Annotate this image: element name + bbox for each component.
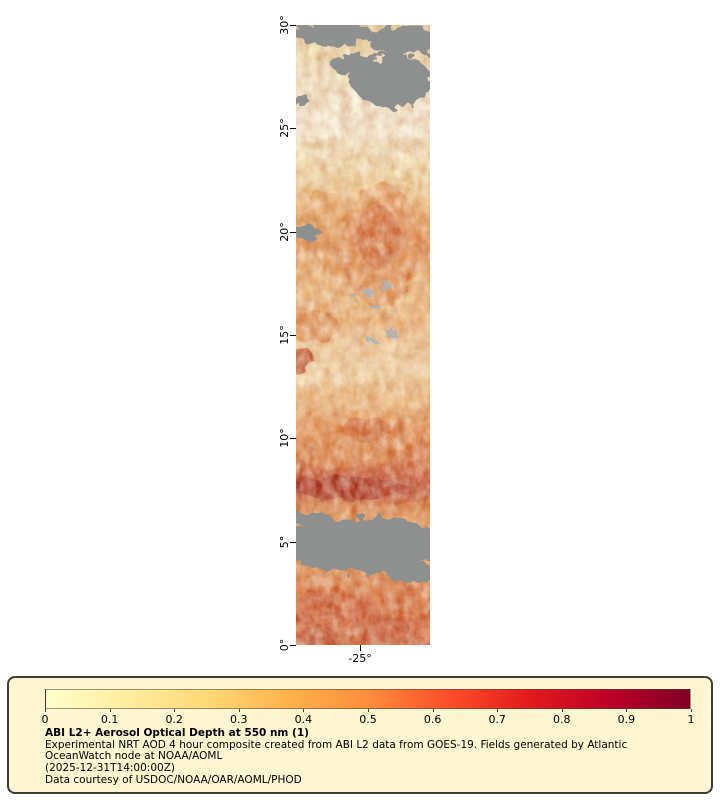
y-axis-tick [290,645,296,646]
caption-line-1: Experimental NRT AOD 4 hour composite cr… [45,738,628,751]
colorbar-tick-labels: 0 0.1 0.2 0.3 0.4 0.5 0.6 0.7 0.8 0.9 1 [41,713,695,726]
caption-block: ABI L2+ Aerosol Optical Depth at 550 nm … [45,727,695,787]
y-axis-tick [290,128,296,129]
caption-timestamp: (2025-12-31T14:00:00Z) [45,762,175,775]
y-axis-tick-label: 30° [278,15,291,35]
y-axis-tick-label: 10° [278,428,291,448]
colorbar-tick [238,709,240,712]
colorbar-tick [432,709,434,712]
legend-panel: 0 0.1 0.2 0.3 0.4 0.5 0.6 0.7 0.8 0.9 1 … [7,676,713,794]
cloud-mask-overlay [296,25,430,582]
colorbar-tick [691,709,692,712]
colorbar-tick [174,709,176,712]
colorbar-tick-label: 0.3 [230,713,248,726]
colorbar-tick-label: 1 [687,713,695,726]
y-axis-tick-label: 0° [278,638,291,652]
y-axis-tick [290,335,296,336]
caption-courtesy: Data courtesy of USDOC/NOAA/OAR/AOML/PHO… [45,773,302,786]
colorbar-gradient [45,689,691,709]
y-axis-tick-label: 25° [278,118,291,138]
x-axis-tick-label: -25° [348,652,372,665]
x-axis-tick [360,645,361,651]
colorbar-tick-label: 0.5 [359,713,377,726]
colorbar-tick [626,709,628,712]
colorbar-tick-label: 0.4 [294,713,313,726]
colorbar-tick-label: 0.7 [488,713,506,726]
colorbar-ticks [45,709,692,713]
y-axis-tick [290,542,296,543]
colorbar-tick-label: 0.9 [617,713,636,726]
colorbar-tick [497,709,499,712]
colorbar-tick-label: 0 [41,713,49,726]
colorbar-tick-label: 0.2 [165,713,183,726]
y-axis-tick-label: 20° [278,222,291,242]
colorbar-tick [45,709,46,712]
y-axis-tick-label: 5° [278,535,291,549]
map-art [296,25,430,645]
map-canvas [296,25,430,645]
cloud-speck-overlay [352,281,398,345]
y-axis-tick [290,25,296,26]
y-axis-tick-label: 15° [278,325,291,345]
caption-line-2: OceanWatch node at NOAA/AOML [45,750,223,763]
colorbar-tick [303,709,305,712]
colorbar-tick [109,709,111,712]
colorbar-tick [561,709,563,712]
colorbar-tick-label: 0.1 [100,713,119,726]
colorbar-tick [368,709,369,712]
y-axis-tick [290,438,296,439]
y-axis-tick [290,232,296,233]
colorbar-tick-label: 0.8 [553,713,571,726]
colorbar-tick-label: 0.6 [423,713,442,726]
legend-title: ABI L2+ Aerosol Optical Depth at 550 nm … [45,727,309,739]
